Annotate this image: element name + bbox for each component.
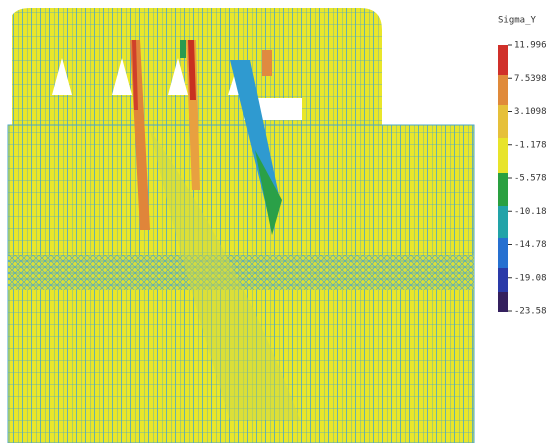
legend-title: Sigma_Y	[498, 16, 537, 26]
fem-result-view: Sigma_Y 11.996 7.5398 3.1098 -1.178 -5.578 -1…	[0, 0, 558, 443]
color-legend: Sigma_Y	[498, 16, 537, 313]
legend-label: -19.08	[514, 273, 547, 283]
legend-label: 11.996	[514, 41, 547, 51]
legend-label: -23.58	[514, 307, 547, 317]
legend-label: 3.1098	[514, 107, 547, 117]
legend-label: -5.578	[514, 174, 547, 184]
legend-label: 7.5398	[514, 74, 547, 84]
mesh-model	[8, 8, 474, 443]
legend-label: -1.178	[514, 140, 547, 150]
legend-label: -10.18	[514, 207, 547, 217]
legend-label: -14.78	[514, 240, 547, 250]
